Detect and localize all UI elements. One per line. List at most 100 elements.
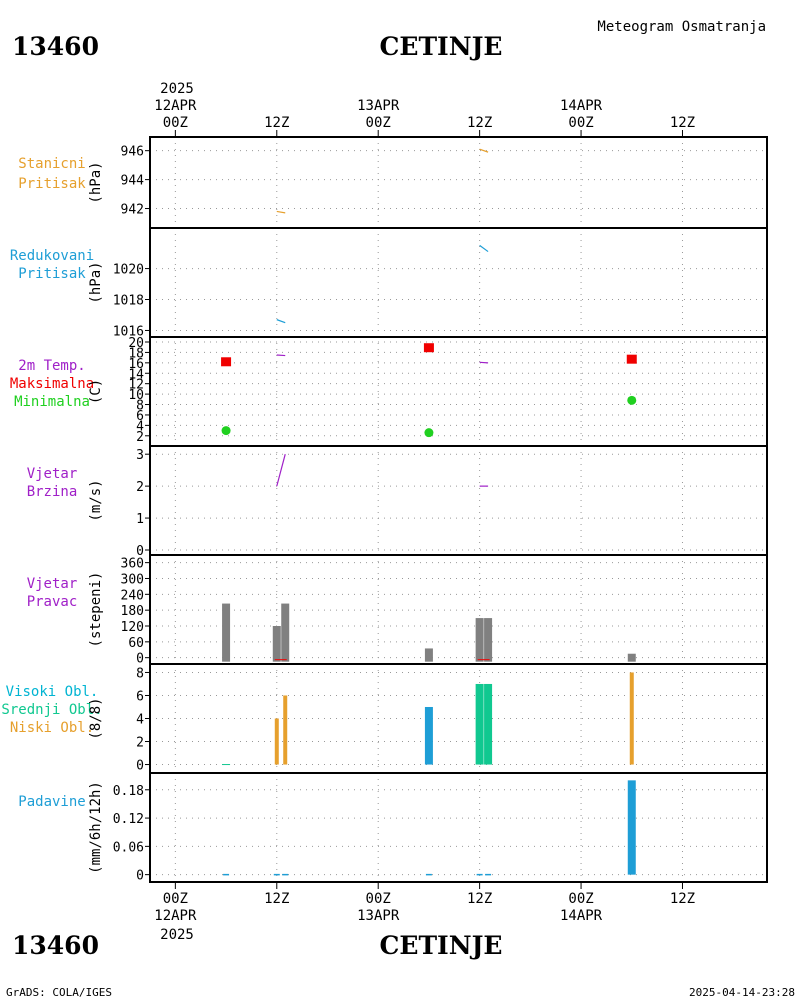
station-id-top: 13460 (12, 32, 99, 61)
y-tick-label: 0.06 (113, 840, 144, 855)
x-tick-label-bottom: 00Z (163, 891, 188, 907)
series-line (479, 148, 489, 153)
panel-label: Pritisak (18, 176, 86, 192)
panel-label: Maksimalna (10, 376, 94, 392)
x-tick-label-top: 00Z (366, 115, 391, 131)
bottom-year: 2025 (160, 927, 194, 943)
x-date-label-top: 12APR (154, 98, 197, 114)
y-tick-label: 942 (121, 203, 144, 218)
temperature-line (479, 361, 489, 364)
temperature-line (276, 354, 286, 357)
wind-direction-bar (222, 603, 231, 662)
max-temp-marker (626, 354, 637, 364)
max-temp-marker (221, 357, 232, 367)
footer-left: GrADS: COLA/IGES (6, 986, 112, 999)
wind-direction-bar (475, 618, 484, 662)
x-tick-label-bottom: 00Z (366, 891, 391, 907)
min-temp-marker (424, 428, 434, 438)
x-tick-label-bottom: 12Z (467, 891, 492, 907)
x-tick-label-top: 12Z (467, 115, 492, 131)
wind-direction-bar (484, 618, 493, 662)
y-tick-label: 120 (121, 620, 144, 635)
x-tick-label-bottom: 12Z (264, 891, 289, 907)
y-axis-label: (mm/6h/12h) (88, 781, 104, 874)
x-date-label-bottom: 12APR (154, 908, 197, 924)
x-tick-label-top: 00Z (163, 115, 188, 131)
y-tick-label: 0 (136, 544, 144, 559)
x-date-label-bottom: 13APR (357, 908, 400, 924)
panel-label: Redukovani (10, 248, 94, 264)
y-tick-label: 180 (121, 604, 144, 619)
y-tick-label: 6 (136, 689, 144, 704)
panel-frame (149, 227, 768, 338)
min-temp-marker (221, 426, 231, 436)
y-tick-label: 60 (128, 636, 144, 651)
x-tick-label-top: 12Z (670, 115, 695, 131)
y-tick-label: 20 (128, 336, 144, 351)
panel-frame (149, 554, 768, 665)
y-tick-label: 1 (136, 512, 144, 527)
y-tick-label: 0 (136, 652, 144, 667)
panel-label: Pritisak (18, 266, 86, 282)
station-id-bottom: 13460 (12, 931, 99, 960)
panel-label: Padavine (18, 794, 85, 810)
series-line (276, 454, 286, 487)
x-tick-label-top: 00Z (568, 115, 593, 131)
panel-frame (149, 336, 768, 447)
y-tick-label: 300 (121, 572, 144, 587)
panel-frame (149, 663, 768, 774)
low-cloud-bar (274, 718, 279, 765)
panel-frame (149, 136, 768, 229)
series-line (276, 210, 286, 214)
high-cloud-bar (424, 706, 433, 765)
y-axis-label: (m/s) (88, 479, 104, 521)
y-tick-label: 946 (121, 145, 144, 160)
x-tick-label-bottom: 00Z (568, 891, 593, 907)
y-tick-label: 0.12 (113, 812, 144, 827)
panel-label: Niski Obl. (10, 720, 94, 736)
product-title: Meteogram Osmatranja (597, 19, 766, 35)
y-tick-label: 1016 (113, 324, 144, 339)
y-tick-label: 14 (128, 367, 144, 382)
series-line (479, 244, 489, 253)
y-axis-label: (hPa) (88, 261, 104, 303)
y-axis-label: (8/8) (88, 697, 104, 739)
y-tick-label: 1020 (113, 263, 144, 278)
y-tick-label: 1018 (113, 294, 144, 309)
panel-label: Stanicni (18, 156, 85, 172)
wind-direction-bar (424, 648, 433, 662)
y-axis-label: (hPa) (88, 161, 104, 203)
wind-direction-bar (627, 653, 636, 662)
y-tick-label: 12 (128, 378, 144, 393)
wind-direction-bar (272, 626, 281, 662)
panel-label: Visoki Obl. (6, 684, 99, 700)
y-tick-label: 944 (121, 174, 145, 189)
panel-label: Srednji Obl. (1, 702, 102, 718)
top-year: 2025 (160, 81, 194, 97)
low-cloud-bar (283, 695, 288, 765)
y-tick-label: 0 (136, 759, 144, 774)
station-name-bottom: CETINJE (380, 931, 503, 960)
precip-bar (627, 780, 636, 875)
y-tick-label: 2 (136, 736, 144, 751)
x-date-label-top: 13APR (357, 98, 400, 114)
panel-label: Brzina (27, 484, 78, 500)
panel-label: Vjetar (27, 466, 78, 482)
y-tick-label: 3 (136, 448, 144, 463)
y-tick-label: 8 (136, 666, 144, 681)
y-tick-label: 0 (136, 869, 144, 884)
station-name-top: CETINJE (380, 32, 503, 61)
panel-label: Vjetar (27, 576, 78, 592)
low-cloud-bar (629, 672, 634, 765)
y-tick-label: 16 (128, 357, 144, 372)
y-tick-label: 4 (136, 419, 144, 434)
y-tick-label: 6 (136, 409, 144, 424)
panel-label: Pravac (27, 594, 78, 610)
y-tick-label: 8 (136, 399, 144, 414)
y-axis-label: (C) (88, 379, 104, 404)
series-line (276, 319, 286, 324)
y-tick-label: 4 (136, 713, 144, 728)
panel-frame (149, 772, 768, 883)
wind-direction-bar (281, 603, 290, 662)
